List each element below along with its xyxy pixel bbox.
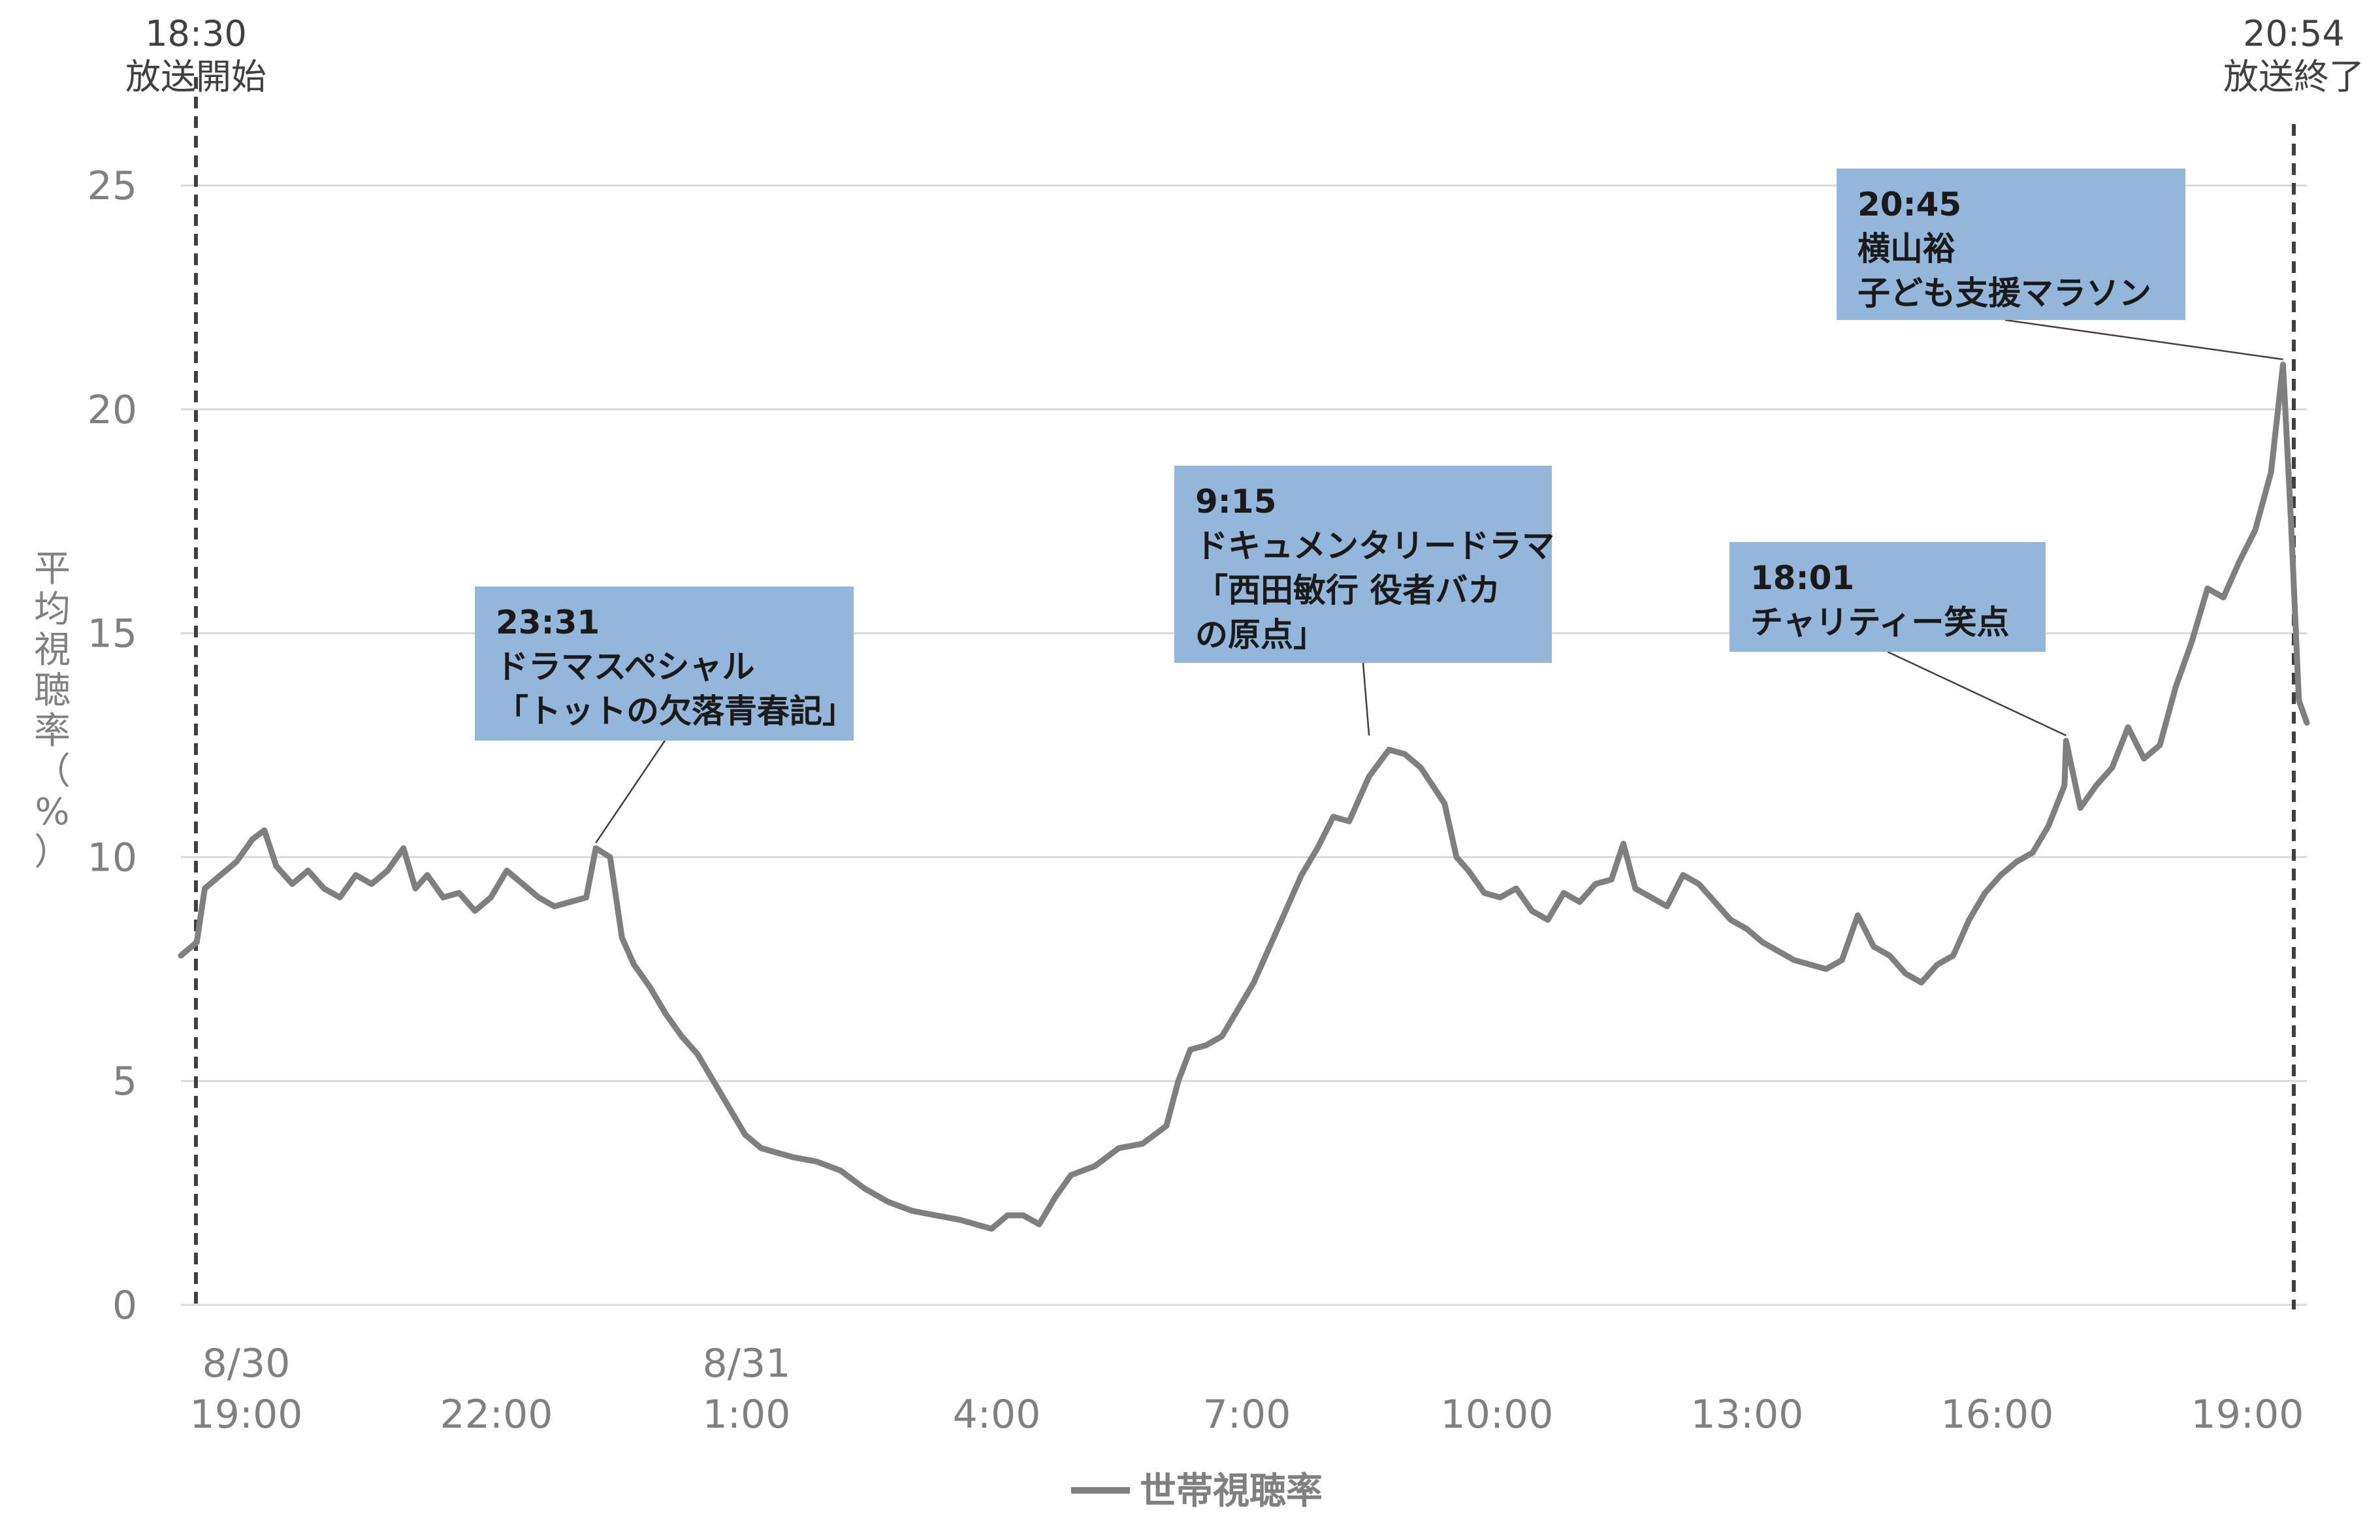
y-axis-label-char: （ bbox=[34, 750, 71, 793]
annotation-box bbox=[1837, 168, 2185, 320]
y-axis-label-char: 聴 bbox=[34, 669, 71, 712]
y-tick-label: 5 bbox=[112, 1059, 137, 1104]
annotation-text: 横山裕 bbox=[1857, 230, 1955, 268]
y-axis-label-char: % bbox=[35, 791, 69, 833]
broadcast-start-label: 放送開始 bbox=[125, 56, 266, 97]
legend: 世帯視聴率 bbox=[1071, 1470, 1323, 1513]
annotation-box bbox=[1729, 542, 2046, 652]
annotation-text: チャリティー笑点 bbox=[1750, 603, 2010, 641]
annotation-box bbox=[1174, 466, 1552, 663]
annotation-text: 子ども支援マラソン bbox=[1857, 274, 2151, 312]
broadcast-end-time: 20:54 bbox=[2243, 13, 2345, 54]
annotation-text: の原点」 bbox=[1195, 616, 1326, 654]
annotation-text: 23:31 bbox=[496, 603, 600, 641]
annotation-leader-line bbox=[1887, 650, 2066, 737]
y-axis-label-char: ） bbox=[34, 831, 71, 874]
x-tick-label: 10:00 bbox=[1441, 1392, 1554, 1437]
legend-label: 世帯視聴率 bbox=[1140, 1470, 1323, 1513]
x-tick-label: 4:00 bbox=[953, 1392, 1041, 1437]
annotation-text: 「西田敏行 役者バカ bbox=[1195, 571, 1500, 609]
y-axis: 0 5 10 15 20 25 bbox=[88, 163, 137, 1328]
annotation-text: 20:45 bbox=[1857, 185, 1961, 223]
annotation-text: 9:15 bbox=[1195, 483, 1276, 521]
broadcast-end-label: 放送終了 bbox=[2223, 56, 2364, 97]
y-tick-label: 20 bbox=[88, 387, 137, 433]
annotation-leader-line bbox=[595, 740, 666, 844]
y-axis-label: 平均視聴率（%） bbox=[34, 548, 71, 874]
annotation-leader-line bbox=[1362, 662, 1370, 736]
x-tick-label: 22:00 bbox=[440, 1392, 553, 1437]
broadcast-start-time: 18:30 bbox=[145, 13, 247, 54]
annotation-text: ドラマスペシャル bbox=[496, 648, 755, 686]
x-tick-label: 16:00 bbox=[1941, 1392, 2054, 1437]
y-axis-label-char: 均 bbox=[34, 588, 71, 631]
x-tick-label: 1:00 bbox=[703, 1392, 791, 1437]
annotation: 18:01 チャリティー笑点 bbox=[1729, 542, 2066, 737]
annotation-text: 18:01 bbox=[1750, 559, 1854, 597]
annotation-box bbox=[475, 586, 854, 741]
y-tick-label: 25 bbox=[88, 163, 137, 209]
x-date-label: 8/31 bbox=[703, 1341, 791, 1387]
y-axis-label-char: 視 bbox=[34, 629, 71, 671]
x-tick-label: 7:00 bbox=[1203, 1392, 1291, 1437]
annotations-layer: 23:31 ドラマスペシャル「トットの欠落青春記」 9:15 ドキュメンタリードラマ「… bbox=[475, 168, 2283, 844]
x-tick-label: 19:00 bbox=[2191, 1392, 2304, 1437]
series-line bbox=[178, 361, 2310, 1232]
x-tick-label: 19:00 bbox=[190, 1392, 303, 1437]
annotation-leader-line bbox=[2004, 319, 2283, 361]
y-tick-label: 15 bbox=[88, 611, 137, 657]
y-tick-label: 10 bbox=[88, 835, 137, 880]
grid-lines bbox=[181, 184, 2307, 1306]
y-axis-label-char: 平 bbox=[34, 548, 71, 590]
annotation-text: 「トットの欠落青春記」 bbox=[496, 692, 855, 730]
x-tick-label: 13:00 bbox=[1691, 1392, 1804, 1437]
x-date-label: 8/30 bbox=[202, 1341, 291, 1387]
annotation-text: ドキュメンタリードラマ bbox=[1195, 527, 1554, 565]
series-layer bbox=[178, 361, 2310, 1232]
y-axis-label-char: 率 bbox=[34, 710, 71, 752]
x-axis: 19:00 8/30 22:00 1:00 8/31 4:00 7:00 10:00 13:00… bbox=[190, 1341, 2304, 1437]
y-tick-label: 0 bbox=[112, 1283, 137, 1328]
annotation: 23:31 ドラマスペシャル「トットの欠落青春記」 bbox=[475, 586, 855, 844]
